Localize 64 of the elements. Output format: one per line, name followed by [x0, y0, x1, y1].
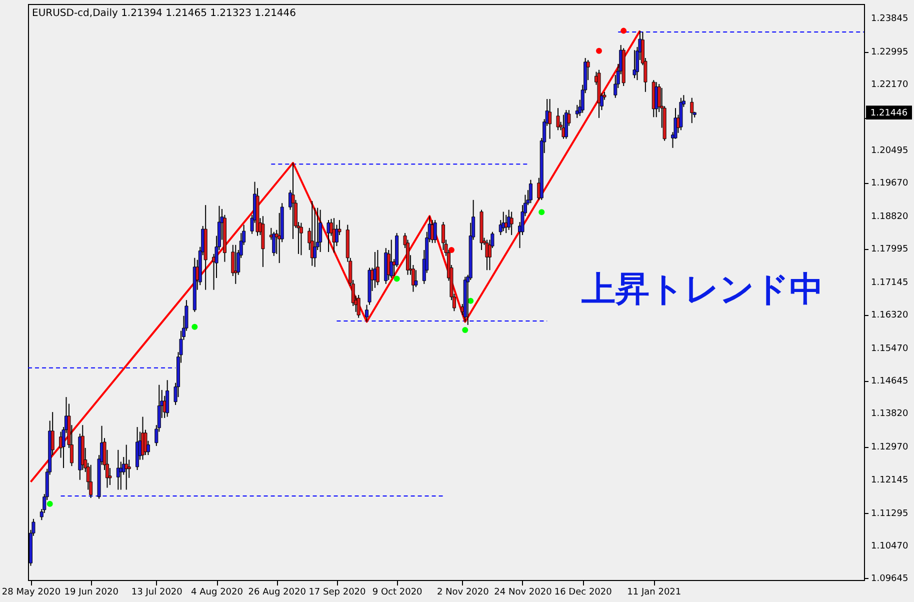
x-tick-label: 17 Sep 2020 [308, 588, 366, 598]
candlestick [116, 449, 120, 490]
x-tick-label: 13 Jul 2020 [131, 588, 183, 598]
y-tick-label: 1.12145 [871, 475, 908, 486]
candlestick [548, 98, 552, 140]
x-tick-label: 9 Oct 2020 [372, 588, 423, 598]
candlestick [124, 444, 128, 490]
text: 1.21446 [870, 108, 908, 119]
candlestick [556, 108, 560, 131]
x-tick-label: 16 Dec 2020 [554, 588, 612, 598]
y-tick-label: 1.19670 [871, 178, 908, 189]
annotation: 上昇トレンド中 [580, 269, 824, 310]
y-tick-label: 1.13820 [871, 409, 908, 420]
x-tick-label: 2 Nov 2020 [436, 588, 490, 598]
x-tick-label: 26 Aug 2020 [248, 588, 306, 598]
y-tick-label: 1.10470 [871, 541, 908, 552]
chart-title: EURUSD-cd,Daily 1.21394 1.21465 1.21323 1.21446 [32, 8, 296, 19]
y-tick-label: 1.14645 [871, 376, 908, 387]
y-tick-label: 1.18820 [871, 212, 908, 222]
candlestick [376, 250, 380, 286]
candlestick [414, 270, 418, 288]
y-tick-label: 1.23845 [871, 14, 908, 24]
y-tick-label: 1.11295 [871, 508, 908, 519]
candlestick [313, 207, 317, 268]
y-tick-label: 1.20495 [871, 146, 908, 156]
y-tick-label: 1.17145 [871, 278, 908, 288]
point [192, 324, 198, 330]
y-tick-label: 1.17995 [871, 244, 908, 255]
x-tick-label: 28 May 2020 [2, 588, 61, 598]
candlestick [108, 468, 112, 486]
candlestick [272, 231, 276, 256]
point [46, 500, 53, 507]
y-tick-label: 1.22170 [871, 80, 908, 90]
candlestick [365, 304, 369, 322]
y-tick-label: 1.16320 [871, 310, 908, 321]
candlestick [356, 294, 360, 318]
candlestick [632, 50, 636, 79]
candlestick [144, 429, 148, 456]
x-tick-label: 4 Aug 2020 [191, 588, 244, 598]
candlestick [390, 239, 394, 279]
candlestick [166, 380, 170, 418]
candlestick [299, 222, 303, 256]
point [462, 327, 468, 334]
point [394, 276, 400, 282]
candlestick [690, 97, 694, 124]
y-tick-label: 1.15470 [871, 344, 908, 354]
point [620, 28, 627, 34]
x-tick-label: 11 Jan 2021 [627, 588, 682, 598]
point [596, 48, 602, 54]
y-tick-label: 1.09645 [871, 574, 908, 584]
candlestick [318, 209, 322, 252]
candlestick [291, 162, 295, 240]
candlestick [502, 211, 506, 232]
candlestick [89, 464, 93, 498]
y-tick-label: 1.12970 [871, 442, 908, 453]
candlestick [575, 104, 579, 118]
x-tick-label: 19 Jun 2020 [64, 588, 119, 598]
point [538, 209, 545, 216]
candlestick [528, 179, 532, 204]
y-tick-label: 1.22995 [871, 48, 908, 58]
point [448, 247, 454, 254]
x-tick-label: 24 Nov 2020 [494, 588, 552, 598]
candlestick [510, 211, 514, 236]
candlestick [119, 461, 123, 490]
